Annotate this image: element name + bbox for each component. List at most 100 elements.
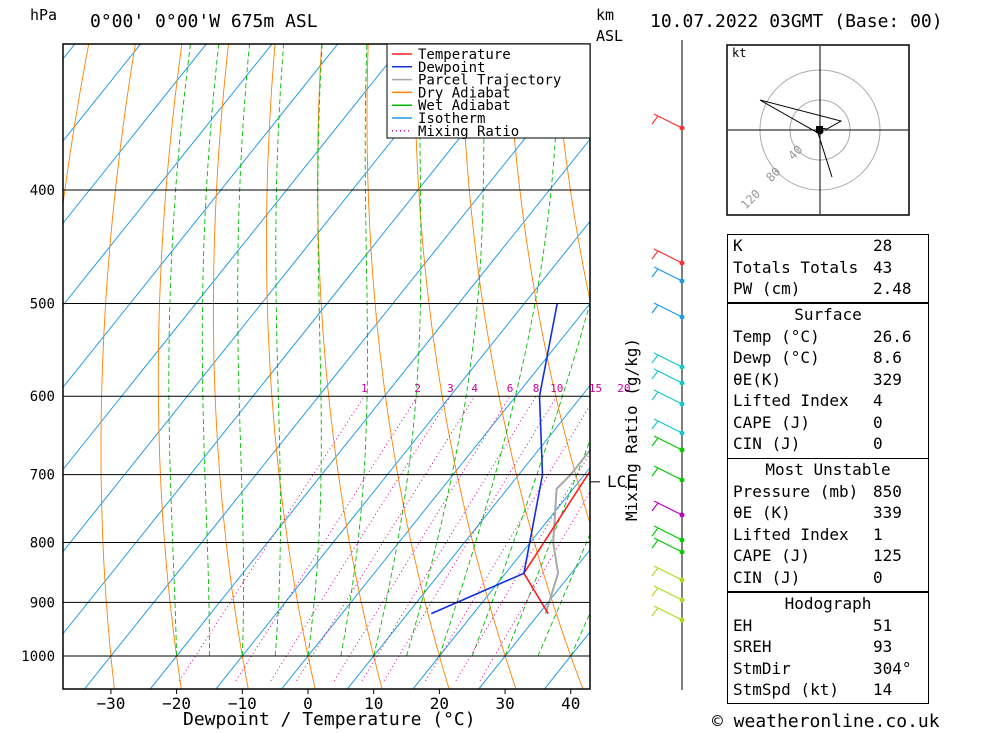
row-label: Dewp (°C): [733, 348, 820, 367]
mu-row: θE (K) 339: [728, 502, 928, 524]
isotherm-line: [280, 302, 590, 689]
x-tick-label: 30: [495, 694, 514, 713]
x-tick-label: 40: [561, 694, 580, 713]
wind-barb: [653, 352, 683, 368]
pressure-tick-label: 800: [30, 536, 55, 552]
row-value: 304°: [873, 658, 912, 678]
dry-adiabat-line: [212, 44, 249, 689]
index-label: K: [733, 236, 743, 255]
datetime-title: 10.07.2022 03GMT (Base: 00): [650, 11, 943, 32]
legend-entry: Isotherm: [418, 111, 485, 127]
wind-barb: [653, 248, 683, 264]
row-value: 329: [873, 369, 902, 389]
dry-adiabat-line: [100, 44, 136, 689]
legend-entry: Parcel Trajectory: [418, 73, 561, 89]
surface-row: Temp (°C) 26.6: [728, 326, 928, 348]
index-value: 28: [873, 236, 893, 255]
index-row: Totals Totals 43: [728, 257, 928, 279]
skew-t-chart: 123468101520254005006007008009001000−30−…: [21, 43, 640, 713]
surface-row: CIN (J) 0: [728, 433, 928, 455]
wind-barb: [653, 465, 683, 481]
row-value: 26.6: [873, 326, 912, 346]
wind-barb-flag: [651, 370, 659, 380]
x-tick-label: 0: [303, 694, 313, 713]
row-value: 51: [873, 615, 893, 635]
index-label: PW (cm): [733, 279, 801, 298]
wet-adiabat-line: [168, 44, 191, 657]
wind-barb-flag: [651, 539, 659, 549]
row-value: 4: [873, 391, 883, 410]
row-label: Lifted Index: [733, 391, 849, 410]
wind-barb: [653, 435, 683, 451]
pressure-tick-label: 400: [30, 183, 55, 199]
wind-barb-flag: [651, 354, 659, 364]
index-value: 2.48: [873, 279, 912, 298]
row-label: Pressure (mb): [733, 481, 859, 501]
row-value: 0: [873, 567, 883, 587]
surface-row: θE(K) 329: [728, 369, 928, 391]
dry-adiabat-line: [553, 44, 590, 303]
isotherm-line: [63, 44, 142, 142]
row-value: 93: [873, 637, 893, 656]
pressure-tick-label: 1000: [21, 649, 55, 665]
wind-barb-flag: [651, 304, 659, 314]
mixing-ratio-tick-label: 10: [550, 382, 563, 395]
wet-adiabat-line: [237, 44, 251, 657]
row-label: StmDir: [733, 658, 791, 678]
wet-adiabat-line: [274, 44, 285, 657]
most-unstable-title: Most Unstable: [765, 460, 891, 479]
mixing-ratio-line: [361, 395, 537, 682]
wet-adiabat-line: [471, 301, 590, 657]
wind-barb-flag: [651, 467, 659, 477]
x-tick-label: −30: [96, 694, 125, 713]
hodo-row: SREH 93: [728, 636, 928, 658]
mu-row: CAPE (J) 125: [728, 545, 928, 567]
wind-barb: [653, 368, 683, 384]
mixing-ratio-tick-label: 4: [471, 382, 478, 395]
wind-barb-flag: [651, 268, 659, 278]
mixing-ratio-tick-label: 20: [617, 382, 630, 395]
x-axis-label: Dewpoint / Temperature (°C): [183, 709, 476, 730]
pressure-tick-label: 600: [30, 389, 55, 405]
mixing-ratio-tick-label: 15: [589, 382, 602, 395]
plot-frame: [62, 43, 591, 690]
isotherm-line: [63, 44, 339, 389]
mixing-ratio-tick-label: 2: [414, 382, 421, 395]
index-row: K 28: [728, 235, 928, 257]
mixing-ratio-tick-label: 6: [507, 382, 514, 395]
isotherm-line: [346, 384, 590, 689]
credit[interactable]: © weatheronline.co.uk: [712, 711, 940, 732]
wind-barb: [653, 389, 683, 405]
mixing-ratio-line: [333, 395, 511, 682]
hodo-row: EH 51: [728, 615, 928, 637]
legend-entry: Temperature: [418, 47, 511, 63]
surface-row: CAPE (J) 0: [728, 412, 928, 434]
isotherm-line: [215, 220, 590, 689]
dry-adiabat-line: [157, 44, 183, 689]
wind-barb-flag: [651, 527, 659, 537]
isotherm-line: [63, 44, 405, 471]
surface-table: Surface Temp (°C) 26.6 Dewp (°C) 8.6 θE(K)…: [727, 303, 929, 459]
wind-barb-flag: [651, 567, 659, 577]
wind-barb-flag: [651, 250, 659, 260]
pressure-unit-label: hPa: [30, 6, 58, 24]
surface-row: Lifted Index 4: [728, 390, 928, 412]
row-value: 125: [873, 546, 902, 565]
legend-entry: Wet Adiabat: [418, 98, 511, 114]
mu-row: Lifted Index 1: [728, 524, 928, 546]
wind-barb: [653, 113, 683, 129]
wind-barb-flag: [651, 502, 659, 512]
wind-barb: [653, 302, 683, 318]
surface-row: Dewp (°C) 8.6: [728, 347, 928, 369]
wet-adiabat-line: [373, 44, 422, 657]
lcl-label: LCL: [607, 472, 636, 491]
index-label: Totals Totals: [733, 257, 859, 277]
row-label: SREH: [733, 637, 772, 656]
stability-indices: K 28 Totals Totals 43 PW (cm) 2.48: [727, 234, 929, 303]
row-label: θE (K): [733, 503, 791, 522]
isotherm-line: [63, 44, 273, 307]
row-label: CIN (J): [733, 567, 801, 587]
wet-adiabat-line: [406, 44, 485, 657]
wind-barb: [653, 605, 683, 621]
